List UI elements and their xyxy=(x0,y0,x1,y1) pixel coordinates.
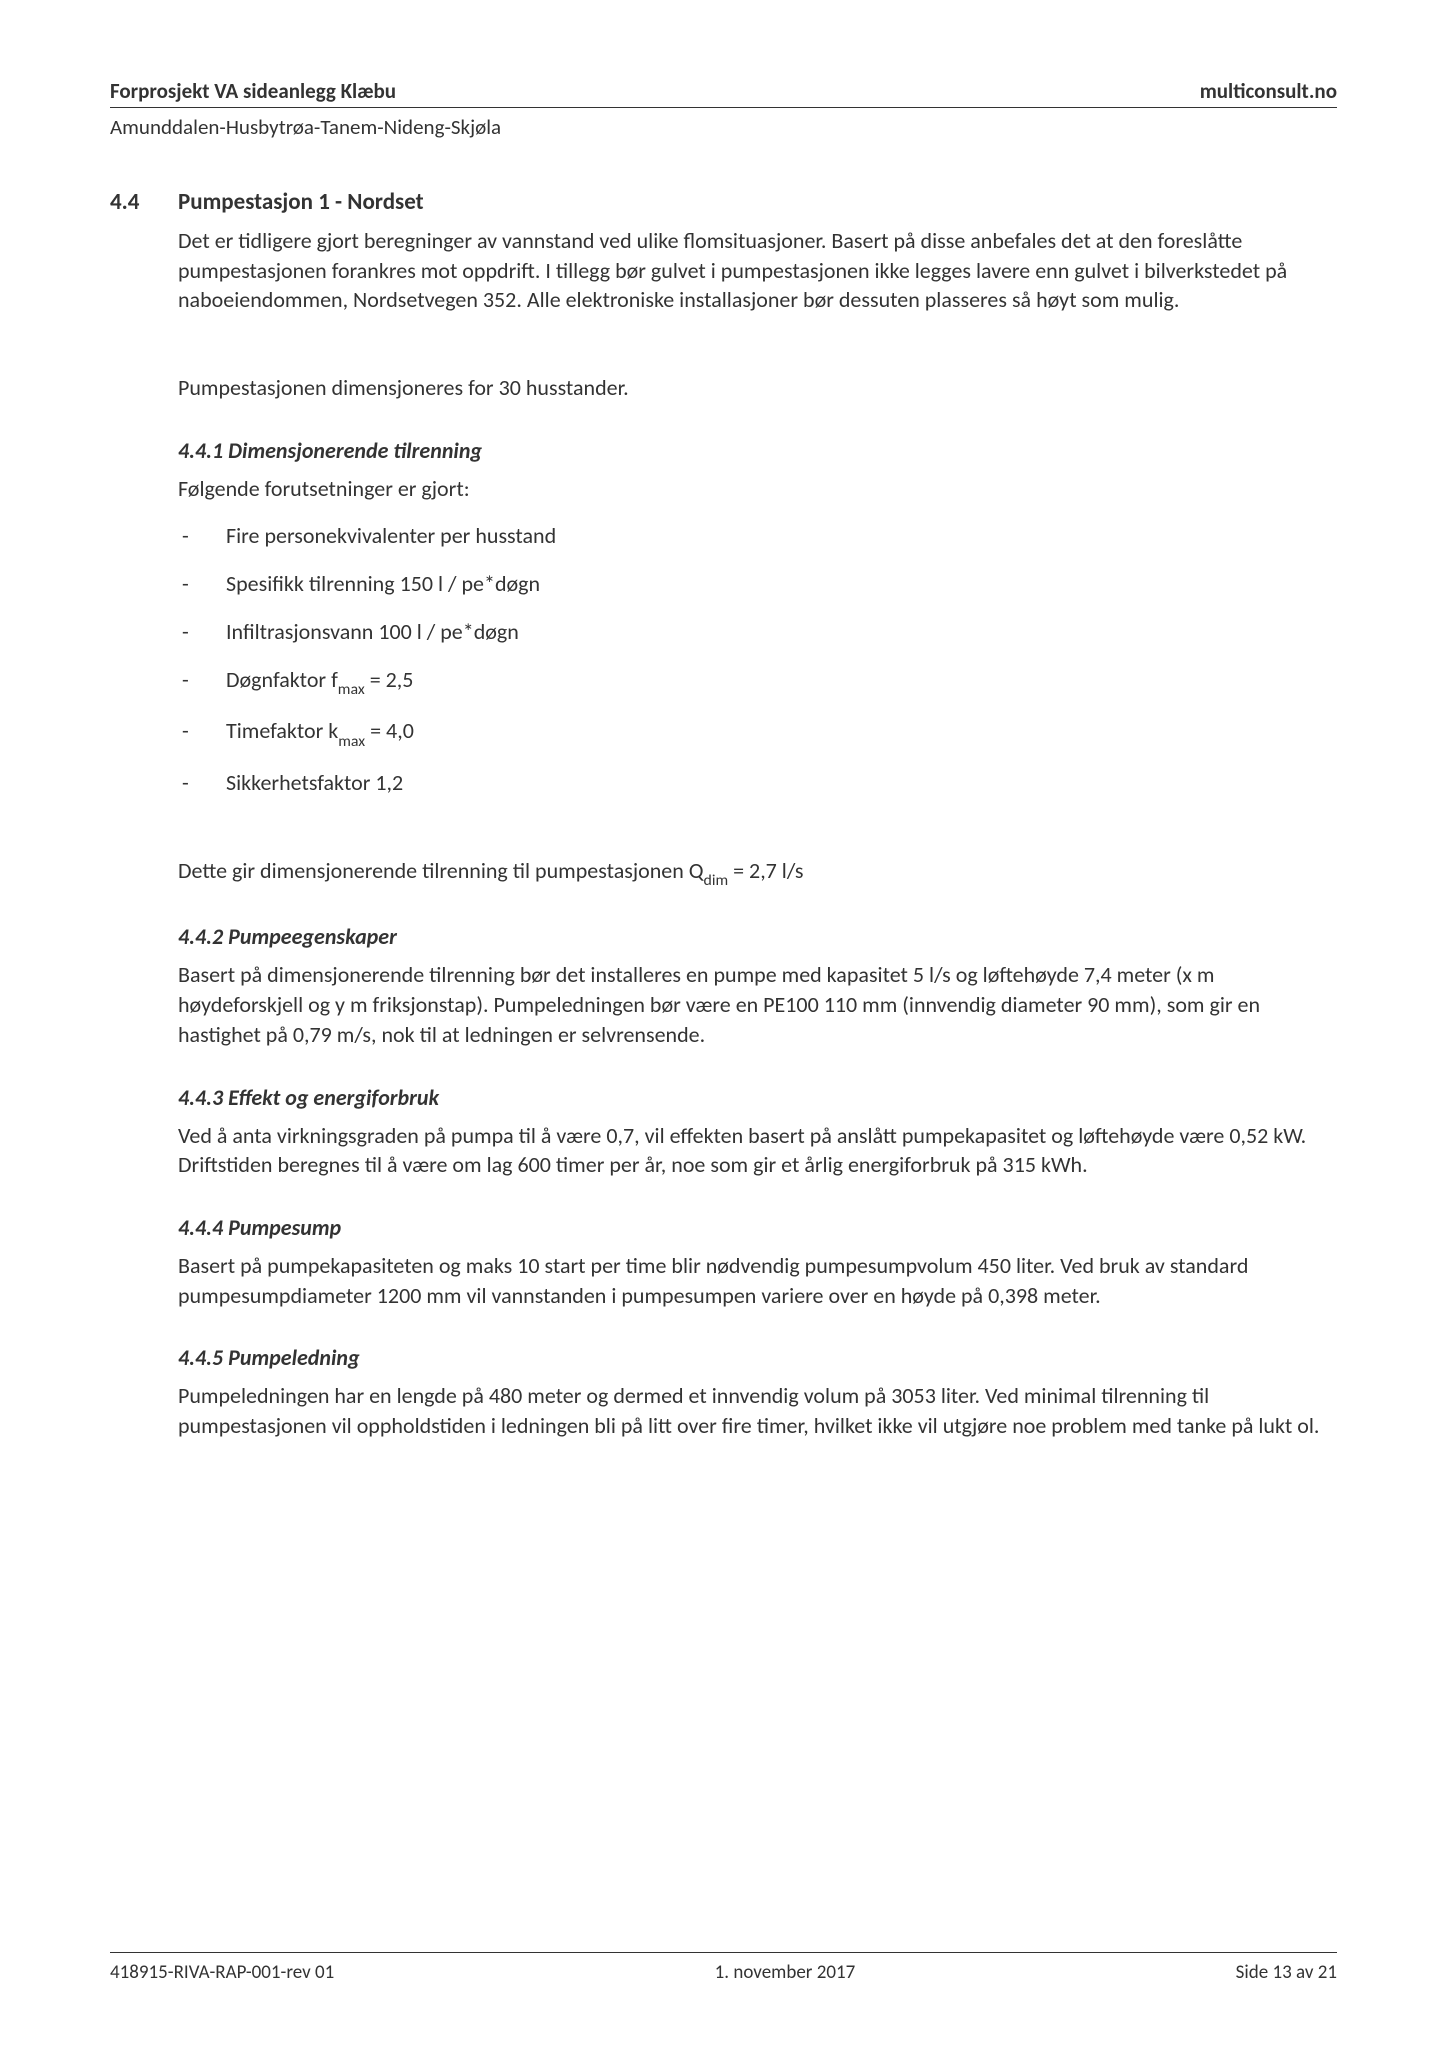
list-item: - Fire personekvivalenter per husstand xyxy=(178,521,1337,551)
list-text: Sikkerhetsfaktor 1,2 xyxy=(226,768,403,798)
list-item: - Sikkerhetsfaktor 1,2 xyxy=(178,768,1337,798)
page-footer: 418915-RIVA-RAP-001-rev 01 1. november 2… xyxy=(110,1952,1337,1984)
subsection-445-para: Pumpeledningen har en lengde på 480 mete… xyxy=(178,1381,1337,1440)
footer-date: 1. november 2017 xyxy=(715,1961,856,1984)
dim-paragraph: Pumpestasjonen dimensjoneres for 30 huss… xyxy=(178,373,1337,403)
section-body: Det er tidligere gjort beregninger av va… xyxy=(178,226,1337,1441)
dash-icon: - xyxy=(178,617,226,647)
list-item: - Timefaktor kmax = 4,0 xyxy=(178,716,1337,750)
subsection-443-title: 4.4.3 Effekt og energiforbruk xyxy=(178,1084,1337,1111)
dash-icon: - xyxy=(178,768,226,798)
header-subtitle: Amunddalen-Husbytrøa-Tanem-Nideng-Skjøla xyxy=(110,114,1337,140)
subsection-444-para: Basert på pumpekapasiteten og maks 10 st… xyxy=(178,1251,1337,1310)
section-title: Pumpestasjon 1 - Nordset xyxy=(178,188,424,216)
dash-icon: - xyxy=(178,665,226,699)
list-text: Fire personekvivalenter per husstand xyxy=(226,521,556,551)
list-text: Døgnfaktor fmax = 2,5 xyxy=(226,665,413,699)
subsection-445-title: 4.4.5 Pumpeledning xyxy=(178,1344,1337,1371)
header-title-left: Forprosjekt VA sideanlegg Klæbu xyxy=(110,78,396,104)
dash-icon: - xyxy=(178,716,226,750)
subsection-442-title: 4.4.2 Pumpeegenskaper xyxy=(178,923,1337,950)
subsection-443-para: Ved å anta virkningsgraden på pumpa til … xyxy=(178,1121,1337,1180)
list-item: - Infiltrasjonsvann 100 l / pe*døgn xyxy=(178,617,1337,647)
list-item: - Spesifikk tilrenning 150 l / pe*døgn xyxy=(178,569,1337,599)
dash-icon: - xyxy=(178,521,226,551)
subsection-444-title: 4.4.4 Pumpesump xyxy=(178,1214,1337,1241)
header-title-right: multiconsult.no xyxy=(1200,78,1337,104)
assumptions-list: - Fire personekvivalenter per husstand -… xyxy=(178,521,1337,797)
subsection-441-title: 4.4.1 Dimensjonerende tilrenning xyxy=(178,437,1337,464)
footer-page: Side 13 av 21 xyxy=(1236,1961,1337,1984)
list-item: - Døgnfaktor fmax = 2,5 xyxy=(178,665,1337,699)
dash-icon: - xyxy=(178,569,226,599)
subsection-441-result: Dette gir dimensjonerende tilrenning til… xyxy=(178,856,1337,890)
subsection-442-para: Basert på dimensjonerende tilrenning bør… xyxy=(178,960,1337,1049)
list-text: Spesifikk tilrenning 150 l / pe*døgn xyxy=(226,569,540,599)
list-text: Infiltrasjonsvann 100 l / pe*døgn xyxy=(226,617,519,647)
footer-doc-ref: 418915-RIVA-RAP-001-rev 01 xyxy=(110,1961,334,1984)
section-heading-row: 4.4 Pumpestasjon 1 - Nordset xyxy=(110,188,1337,216)
page-header: Forprosjekt VA sideanlegg Klæbu multicon… xyxy=(110,78,1337,108)
list-text: Timefaktor kmax = 4,0 xyxy=(226,716,414,750)
section-number: 4.4 xyxy=(110,188,178,216)
subsection-441-intro: Følgende forutsetninger er gjort: xyxy=(178,474,1337,504)
intro-paragraph: Det er tidligere gjort beregninger av va… xyxy=(178,226,1337,315)
